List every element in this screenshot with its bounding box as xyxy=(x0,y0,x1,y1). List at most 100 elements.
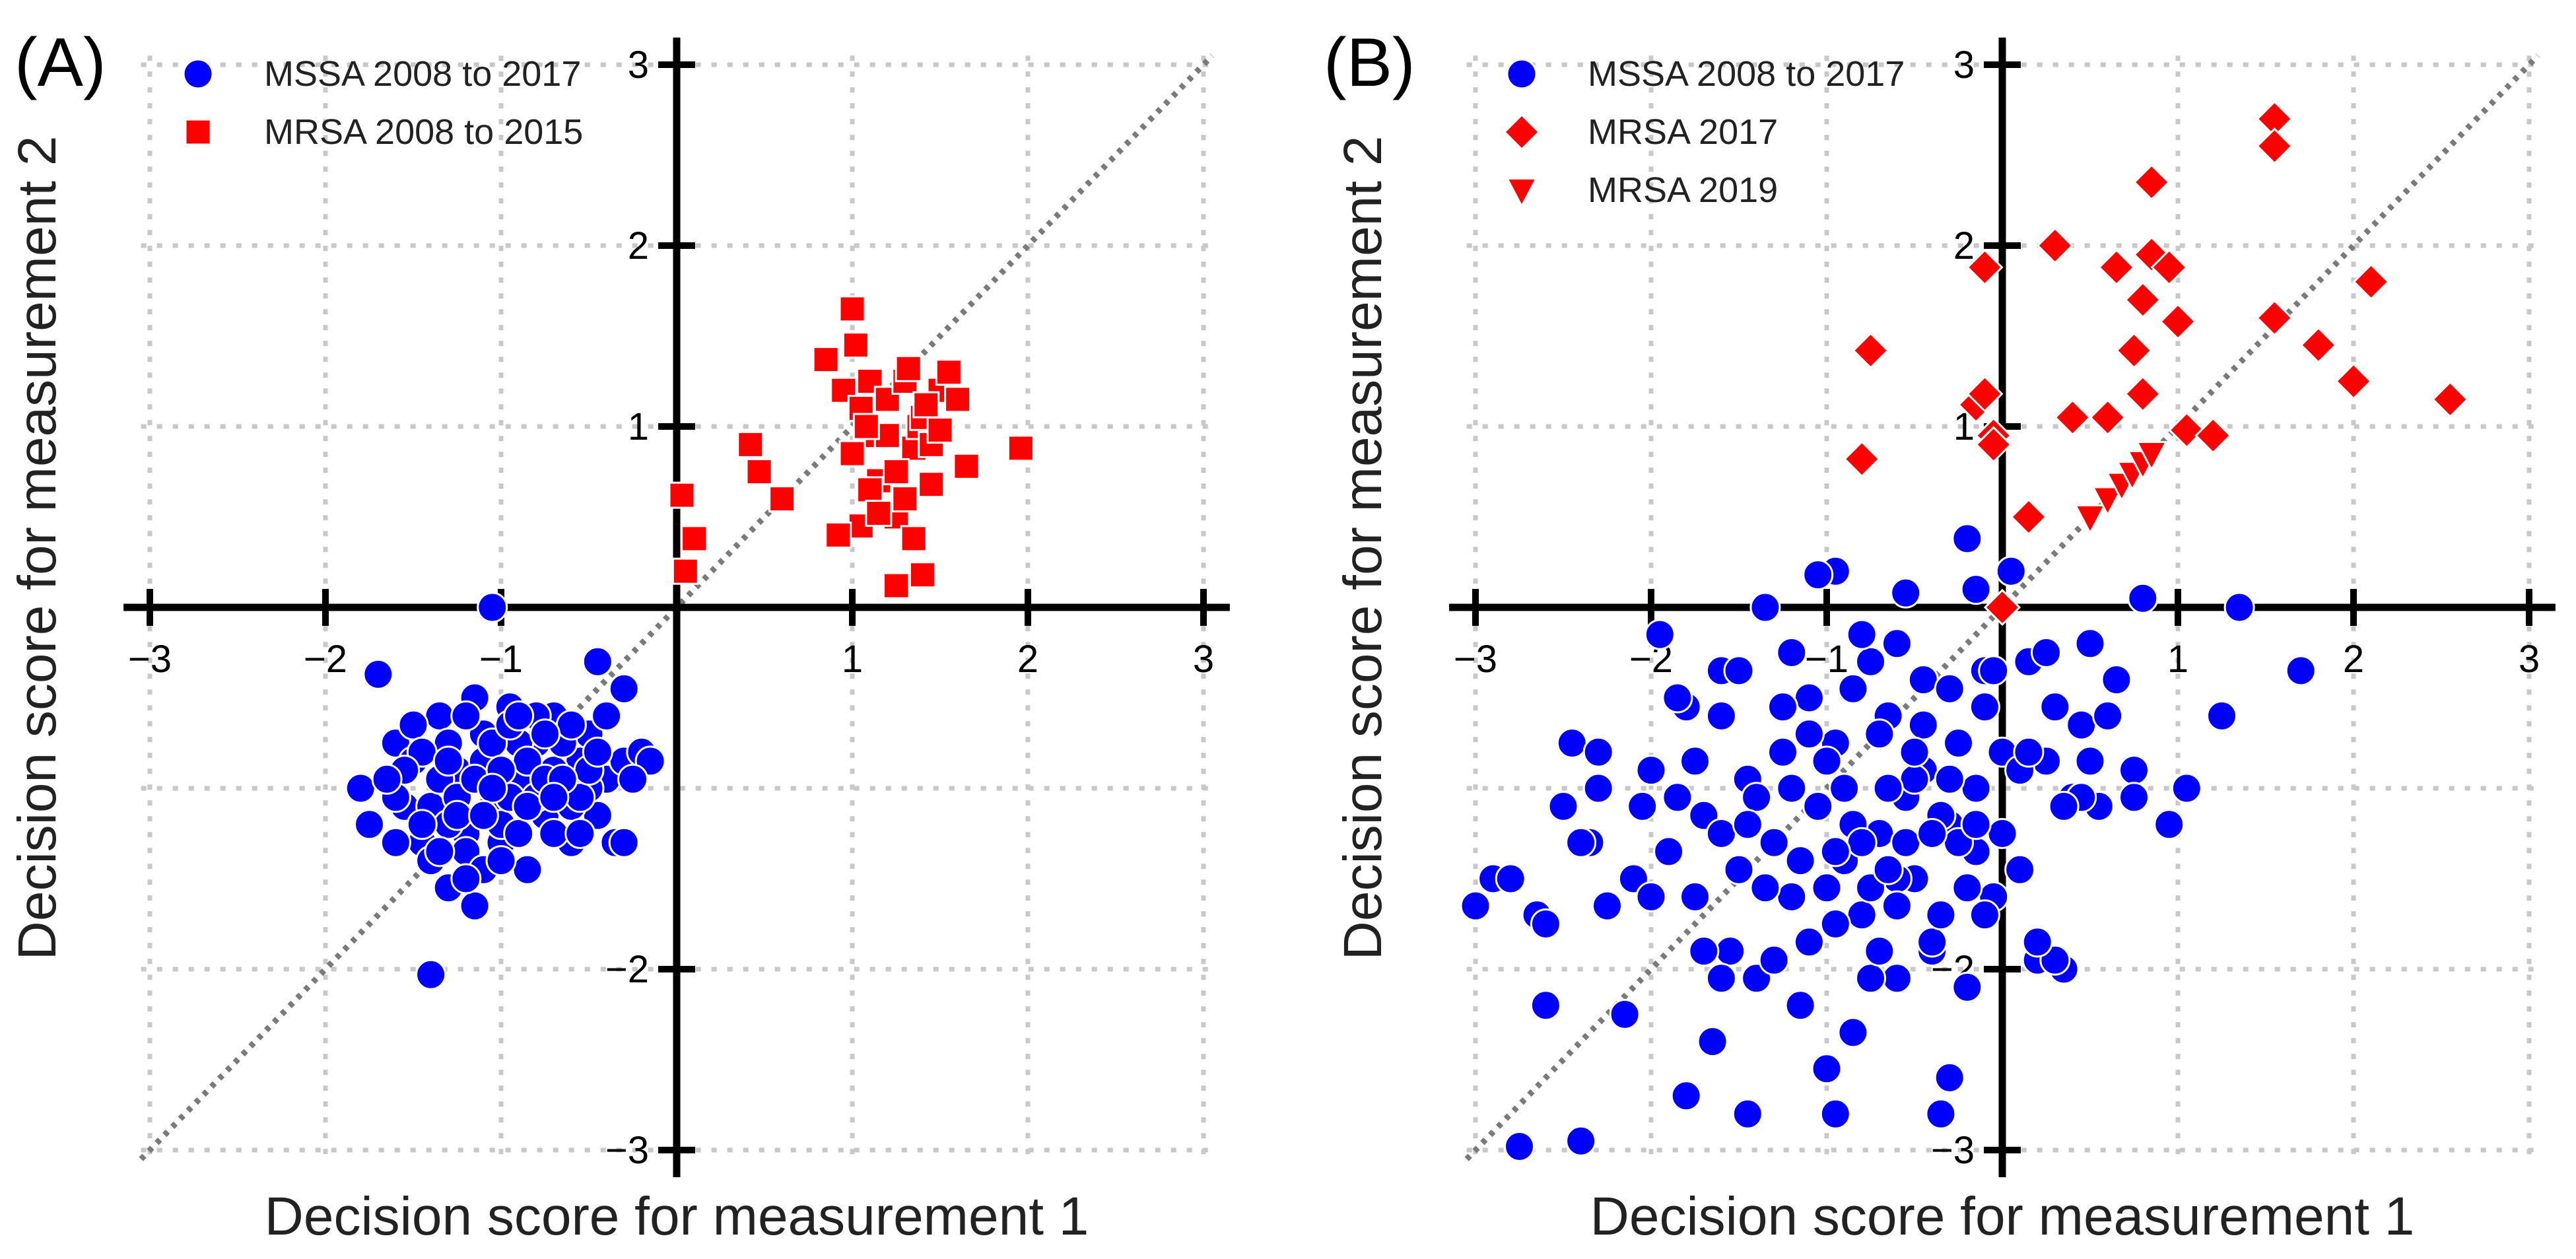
data-point xyxy=(1556,728,1588,759)
data-point xyxy=(2256,299,2293,337)
series-circle xyxy=(345,592,666,990)
data-point xyxy=(1986,818,2018,849)
legend-marker xyxy=(1506,58,1538,90)
data-point xyxy=(345,772,376,804)
data-point xyxy=(512,854,543,885)
data-point xyxy=(1705,963,1737,994)
legend-marker xyxy=(1505,177,1538,209)
legend-marker xyxy=(1503,113,1541,151)
data-point xyxy=(2171,772,2202,804)
data-point xyxy=(2194,417,2232,454)
data-point xyxy=(564,818,596,849)
y-tick-label: −3 xyxy=(1931,1129,1975,1172)
data-point xyxy=(1530,990,1561,1021)
data-point xyxy=(1732,809,1763,840)
data-point xyxy=(1811,745,1843,777)
data-point xyxy=(1627,790,1658,822)
legend-marker xyxy=(184,118,212,146)
data-point xyxy=(1758,827,1790,858)
series-circle xyxy=(1460,523,2317,1163)
data-point xyxy=(1723,655,1755,687)
data-point xyxy=(2092,700,2124,732)
legend-marker xyxy=(182,58,214,90)
data-point xyxy=(424,836,456,868)
data-point xyxy=(1899,736,1930,768)
data-point xyxy=(1565,1125,1597,1157)
data-point xyxy=(2091,486,2124,518)
data-point xyxy=(865,500,893,527)
legend: MSSA 2008 to 2017 MRSA 2017 MRSA 2019 xyxy=(1503,54,1905,210)
data-points xyxy=(1460,100,2469,1163)
data-point xyxy=(1767,691,1798,723)
data-point xyxy=(1723,854,1755,885)
data-point xyxy=(2334,362,2373,400)
data-point xyxy=(608,827,640,858)
data-point xyxy=(2135,441,2168,472)
data-point xyxy=(926,416,954,444)
data-point xyxy=(768,485,796,513)
data-point xyxy=(668,481,696,509)
data-point xyxy=(2101,664,2132,696)
data-point xyxy=(2285,655,2317,687)
data-point xyxy=(415,959,447,990)
data-point xyxy=(681,525,708,553)
data-point xyxy=(2431,380,2469,419)
data-point xyxy=(1978,655,2010,687)
data-point xyxy=(912,391,940,419)
data-point xyxy=(1907,709,1939,741)
x-axis-title: Decision score for measurement 1 xyxy=(265,1186,1089,1246)
data-point xyxy=(397,709,429,741)
data-point xyxy=(1943,728,1974,759)
data-point xyxy=(1819,836,1851,868)
data-point xyxy=(582,646,613,677)
data-point xyxy=(1951,523,1983,555)
data-point xyxy=(812,346,840,374)
data-point xyxy=(1890,827,1922,858)
data-point xyxy=(1916,926,1948,958)
data-point xyxy=(1969,691,2000,723)
x-tick-label: 1 xyxy=(842,638,863,681)
data-point xyxy=(852,413,880,440)
data-point xyxy=(406,809,438,840)
data-point xyxy=(1837,673,1869,704)
legend-label: MRSA 2019 xyxy=(1588,170,1778,210)
data-point xyxy=(1530,908,1561,939)
series-triangle-down xyxy=(2074,441,2168,535)
data-point xyxy=(432,745,464,777)
data-point xyxy=(2118,755,2150,786)
data-point xyxy=(538,782,570,813)
data-point xyxy=(617,763,648,795)
data-point xyxy=(1495,863,1526,895)
data-point xyxy=(529,718,560,750)
data-point xyxy=(2132,163,2171,201)
grid xyxy=(1466,55,2538,1159)
data-point xyxy=(1960,772,1992,804)
data-point xyxy=(1819,1098,1851,1130)
data-point xyxy=(2206,700,2237,732)
x-axis-title: Decision score for measurement 1 xyxy=(1590,1186,2415,1246)
data-point xyxy=(354,809,385,840)
data-point xyxy=(1793,682,1825,714)
x-tick-label: 2 xyxy=(2343,638,2364,681)
data-point xyxy=(2039,691,2071,723)
data-point xyxy=(2054,399,2091,436)
data-point xyxy=(900,525,928,553)
data-point xyxy=(1662,682,1693,714)
legend: MSSA 2008 to 2017 MRSA 2008 to 2015 xyxy=(182,54,583,152)
x-tick-label: 1 xyxy=(2167,638,2188,681)
data-point xyxy=(1837,1017,1869,1048)
data-point xyxy=(1767,736,1798,768)
data-point xyxy=(1592,890,1623,922)
data-point xyxy=(1916,818,1948,849)
data-point xyxy=(2074,628,2106,660)
data-point xyxy=(1609,999,1641,1030)
data-point xyxy=(2089,399,2126,436)
legend-label: MSSA 2008 to 2017 xyxy=(1588,54,1905,94)
data-point xyxy=(1679,881,1711,912)
data-point xyxy=(671,557,699,585)
data-point xyxy=(2097,248,2136,287)
data-point xyxy=(1460,890,1491,922)
data-point xyxy=(1843,440,1881,478)
data-point xyxy=(1007,434,1034,462)
